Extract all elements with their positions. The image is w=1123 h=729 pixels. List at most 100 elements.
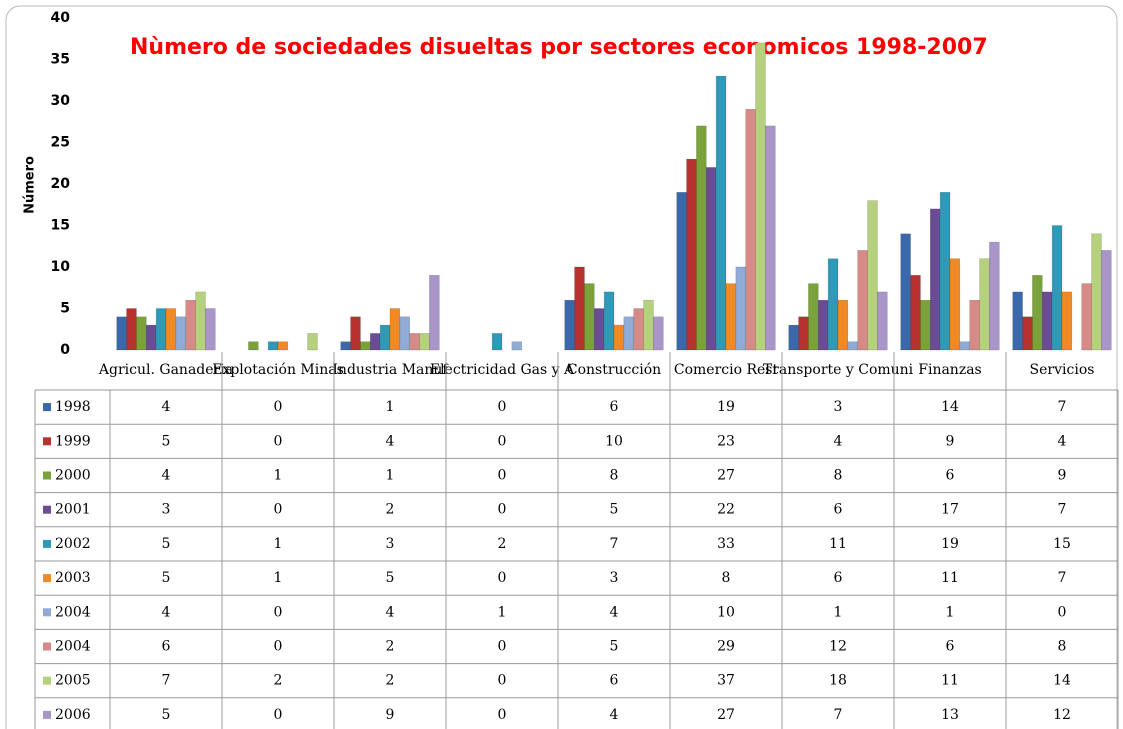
table-cell: 7 (1058, 399, 1067, 415)
table-cell: 4 (610, 707, 619, 723)
bar (613, 324, 625, 351)
legend-label: 2001 (55, 502, 91, 518)
table-cell: 0 (498, 673, 507, 689)
y-tick-label: 5 (60, 301, 70, 317)
table-cell: 22 (717, 502, 735, 518)
bar (594, 308, 605, 351)
legend-swatch (43, 676, 51, 685)
table-cell: 1 (946, 604, 955, 620)
table-cell: 0 (274, 433, 283, 449)
y-tick-label: 10 (51, 259, 71, 275)
table-cell: 4 (834, 433, 843, 449)
table-cell: 5 (162, 707, 171, 723)
legend-swatch (43, 539, 51, 548)
table-cell: 10 (605, 433, 623, 449)
bar (603, 291, 615, 351)
bar (857, 250, 868, 351)
legend-swatch (43, 642, 51, 651)
x-tick-label: Servicios (1030, 362, 1095, 378)
table-cell: 8 (722, 570, 731, 586)
bar (175, 316, 186, 351)
legend-label: 2004 (55, 604, 91, 620)
table-cell: 4 (1058, 433, 1067, 449)
table-cell: 15 (1053, 536, 1071, 552)
bar (765, 125, 776, 351)
bar (969, 299, 980, 351)
table-cell: 2 (386, 639, 395, 655)
bar (676, 192, 687, 351)
bar (1091, 233, 1102, 351)
table-cell: 12 (829, 639, 847, 655)
table-cell: 0 (498, 468, 507, 484)
bar (847, 341, 858, 351)
table-cell: 4 (386, 433, 395, 449)
bar (136, 316, 147, 351)
bar (653, 316, 664, 351)
legend-label: 2002 (55, 536, 91, 552)
y-tick-label: 20 (51, 176, 71, 192)
table-cell: 1 (834, 604, 843, 620)
bar (267, 341, 279, 351)
table-cell: 7 (610, 536, 619, 552)
table-cell: 6 (946, 639, 955, 655)
chart-frame (5, 5, 1118, 729)
x-tick-label: Electricidad Gas y A (430, 362, 575, 378)
bar (584, 283, 595, 351)
legend-swatch (43, 574, 51, 583)
legend-label: 2003 (55, 570, 91, 586)
bar (755, 42, 766, 351)
table-cell: 14 (1053, 673, 1071, 689)
bar (1051, 225, 1063, 351)
bar (1101, 250, 1112, 351)
table-cell: 1 (498, 604, 507, 620)
bar (959, 341, 970, 351)
bar (277, 341, 289, 351)
bar (564, 299, 575, 351)
bar (491, 333, 503, 351)
bar (643, 299, 654, 351)
bar (155, 308, 167, 351)
y-tick-label: 40 (51, 10, 71, 26)
bar (837, 299, 849, 351)
table-cell: 10 (717, 604, 735, 620)
table-cell: 5 (162, 536, 171, 552)
bar (686, 158, 697, 351)
bar (340, 341, 351, 351)
table-cell: 9 (1058, 468, 1067, 484)
legend-swatch (43, 471, 51, 480)
bar (1032, 275, 1043, 351)
bar (205, 308, 216, 351)
bar (788, 324, 799, 351)
bar (195, 291, 206, 351)
y-tick-label: 25 (51, 135, 70, 151)
table-cell: 33 (717, 536, 735, 552)
table-cell: 7 (1058, 502, 1067, 518)
bar (307, 333, 318, 351)
legend-label: 2005 (55, 673, 91, 689)
legend-label: 2000 (55, 468, 91, 484)
x-tick-label: Construcción (567, 362, 661, 378)
bar (574, 266, 585, 351)
table-cell: 27 (717, 468, 735, 484)
bar (623, 316, 634, 351)
table-cell: 0 (498, 639, 507, 655)
table-cell: 0 (274, 707, 283, 723)
table-cell: 0 (1058, 604, 1067, 620)
bar (910, 275, 921, 351)
x-tick-label: Explotación Minas (212, 362, 344, 378)
table-cell: 4 (162, 399, 171, 415)
bar (116, 316, 127, 351)
bar (633, 308, 644, 351)
table-cell: 2 (386, 502, 395, 518)
table-cell: 8 (610, 468, 619, 484)
bar (1012, 291, 1023, 351)
legend-label: 1998 (55, 399, 91, 415)
bar (877, 291, 888, 351)
table-cell: 14 (941, 399, 959, 415)
table-cell: 1 (274, 570, 283, 586)
legend-label: 2006 (55, 707, 91, 723)
table-cell: 4 (162, 468, 171, 484)
table-cell: 6 (834, 570, 843, 586)
x-tick-label: Industria Manuf (332, 362, 449, 378)
